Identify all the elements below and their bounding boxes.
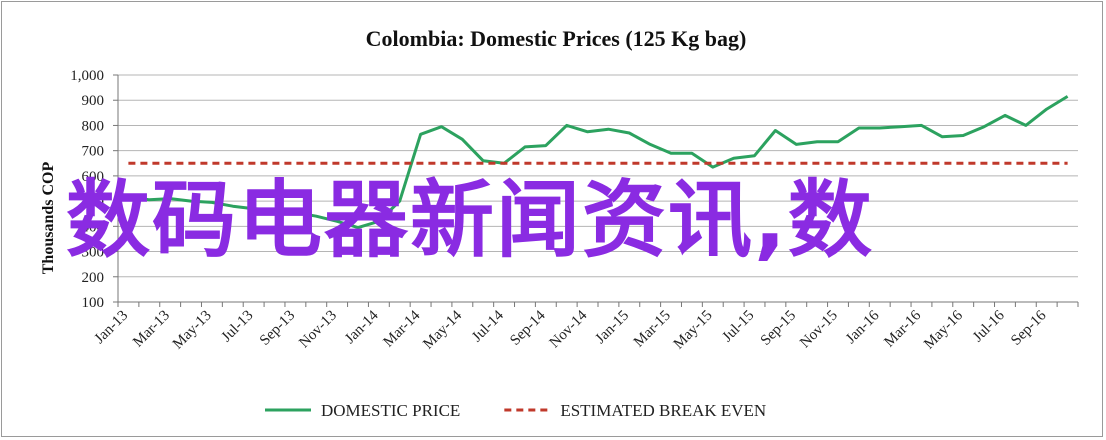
x-tick-label: Jul-13	[219, 308, 257, 346]
x-tick-label: Jan-14	[342, 307, 382, 347]
x-tick-label: May-16	[921, 307, 966, 352]
x-tick-label: Sep-14	[507, 307, 549, 349]
x-tick-label: Jul-16	[970, 307, 1008, 345]
y-tick-label: 100	[82, 295, 105, 311]
x-tick-label: Jan-16	[843, 307, 883, 347]
chart-title: Colombia: Domestic Prices (125 Kg bag)	[366, 26, 747, 51]
x-tick-label: Sep-15	[758, 308, 799, 349]
y-tick-label: 900	[82, 93, 105, 109]
y-tick-label: 600	[82, 169, 105, 185]
x-tick-label: Mar-16	[881, 307, 924, 350]
x-tick-label: Jul-15	[720, 308, 758, 346]
x-tick-label: Jan-13	[92, 308, 132, 348]
x-tick-label: Mar-15	[631, 308, 674, 351]
series-lines	[128, 95, 1069, 230]
y-tick-label: 400	[82, 219, 105, 235]
legend: DOMESTIC PRICE ESTIMATED BREAK EVEN	[265, 401, 766, 420]
x-tick-label: May-13	[170, 308, 215, 353]
series-line-domestic-price	[128, 95, 1069, 230]
y-tick-label: 800	[82, 118, 105, 134]
x-tick-label: Nov-15	[797, 308, 841, 352]
y-tick-label: 500	[82, 194, 105, 210]
legend-label: ESTIMATED BREAK EVEN	[560, 401, 766, 420]
x-tick-label: Nov-14	[547, 307, 591, 351]
x-tick-label: May-14	[420, 307, 465, 352]
watermark-overlay: 数码电器新闻资讯,数	[66, 171, 874, 269]
axes	[113, 74, 1079, 307]
x-tick-label: Mar-13	[130, 308, 173, 351]
x-tick-label: Nov-13	[296, 308, 340, 352]
y-tick-label: 300	[82, 245, 105, 261]
y-tick-label: 1,000	[70, 68, 104, 84]
y-axis-title: Thousands COP	[40, 162, 57, 275]
y-tick-label: 200	[82, 270, 105, 286]
x-tick-label: Jul-14	[469, 307, 507, 345]
x-tick-label: May-15	[671, 308, 716, 353]
x-tick-label: Sep-16	[1008, 307, 1050, 349]
x-tick-label: Jan-15	[593, 308, 633, 348]
y-tick-labels: 100 200 300 400 500 600 700 800 900 1,000	[70, 68, 104, 311]
y-tick-label: 700	[82, 144, 105, 160]
legend-label: DOMESTIC PRICE	[321, 401, 460, 420]
x-tick-label: Mar-14	[381, 307, 424, 350]
x-tick-label: Sep-13	[257, 308, 298, 349]
